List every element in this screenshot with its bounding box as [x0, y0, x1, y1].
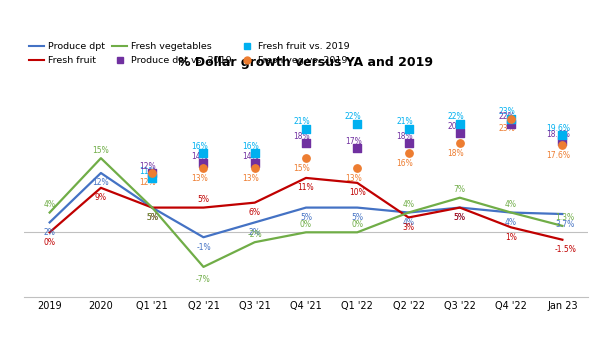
Point — [250, 160, 260, 166]
Point — [352, 146, 362, 151]
Text: 1.3%: 1.3% — [556, 213, 575, 222]
Text: 13%: 13% — [345, 174, 361, 183]
Point — [301, 126, 311, 131]
Text: 2%: 2% — [249, 228, 260, 237]
Text: 22%: 22% — [345, 113, 361, 121]
Text: 4%: 4% — [505, 218, 517, 227]
Point — [404, 141, 413, 146]
Text: 5%: 5% — [146, 213, 158, 222]
Legend: Produce dpt, Fresh fruit, Fresh vegetables, Produce dpt vs. 2019, Fresh fruit vs: Produce dpt, Fresh fruit, Fresh vegetabl… — [29, 42, 350, 65]
Point — [506, 116, 516, 121]
Point — [352, 121, 362, 126]
Point — [557, 133, 567, 138]
Text: 13%: 13% — [191, 174, 208, 183]
Text: 11%: 11% — [140, 167, 157, 176]
Text: 11%: 11% — [298, 183, 314, 192]
Text: 14%: 14% — [242, 152, 259, 161]
Text: 17%: 17% — [345, 137, 361, 146]
Text: 7%: 7% — [454, 185, 466, 194]
Point — [506, 121, 516, 126]
Text: 4%: 4% — [403, 218, 415, 227]
Text: 17.6%: 17.6% — [546, 151, 570, 160]
Text: 3%: 3% — [403, 223, 415, 232]
Text: 9%: 9% — [95, 193, 107, 202]
Point — [148, 170, 157, 176]
Text: 15%: 15% — [92, 146, 109, 155]
Text: 2%: 2% — [44, 228, 56, 237]
Text: 5%: 5% — [454, 213, 466, 222]
Text: 4%: 4% — [403, 200, 415, 209]
Text: 13%: 13% — [242, 174, 259, 183]
Text: -7%: -7% — [196, 275, 211, 284]
Text: 18%: 18% — [448, 149, 464, 158]
Text: -1%: -1% — [196, 243, 211, 252]
Text: 16%: 16% — [242, 142, 259, 151]
Title: % Dollar growth versus YA and 2019: % Dollar growth versus YA and 2019 — [179, 56, 433, 69]
Text: 18%: 18% — [293, 132, 310, 141]
Text: 14%: 14% — [191, 152, 208, 161]
Text: 10%: 10% — [349, 188, 365, 197]
Text: 12%: 12% — [140, 162, 157, 171]
Point — [455, 121, 464, 126]
Text: 5%: 5% — [146, 213, 158, 222]
Text: 15%: 15% — [293, 164, 310, 173]
Text: 12%: 12% — [92, 179, 109, 187]
Text: 3.7%: 3.7% — [556, 219, 575, 228]
Text: 23%: 23% — [499, 108, 515, 117]
Text: 0%: 0% — [44, 238, 56, 247]
Point — [250, 165, 260, 171]
Text: 21%: 21% — [293, 117, 310, 126]
Text: 1%: 1% — [505, 233, 517, 242]
Text: 18.4%: 18.4% — [546, 130, 570, 139]
Text: -2%: -2% — [247, 229, 262, 239]
Text: 5%: 5% — [351, 213, 363, 222]
Point — [506, 116, 516, 121]
Text: 5%: 5% — [300, 213, 312, 222]
Text: 19.6%: 19.6% — [546, 124, 570, 133]
Text: 5%: 5% — [146, 213, 158, 222]
Point — [455, 141, 464, 146]
Point — [557, 143, 567, 148]
Text: 6%: 6% — [249, 208, 261, 217]
Point — [199, 151, 208, 156]
Text: 4%: 4% — [505, 200, 517, 209]
Point — [557, 139, 567, 144]
Text: 5%: 5% — [454, 213, 466, 222]
Text: 22%: 22% — [448, 113, 464, 121]
Text: 5%: 5% — [197, 195, 209, 204]
Text: 23%: 23% — [499, 124, 515, 133]
Point — [455, 131, 464, 136]
Point — [148, 170, 157, 176]
Text: 4%: 4% — [44, 200, 56, 209]
Point — [404, 126, 413, 131]
Point — [301, 155, 311, 161]
Point — [199, 165, 208, 171]
Point — [352, 165, 362, 171]
Point — [199, 160, 208, 166]
Text: 0%: 0% — [300, 220, 312, 229]
Text: 18%: 18% — [396, 132, 413, 141]
Text: 16%: 16% — [191, 142, 208, 151]
Text: 16%: 16% — [396, 159, 413, 168]
Point — [250, 151, 260, 156]
Text: 20%: 20% — [447, 122, 464, 131]
Point — [301, 141, 311, 146]
Point — [404, 151, 413, 156]
Text: 22%: 22% — [499, 113, 515, 121]
Point — [148, 175, 157, 181]
Text: 0%: 0% — [351, 220, 363, 229]
Text: 12%: 12% — [140, 179, 157, 187]
Text: 21%: 21% — [396, 117, 413, 126]
Text: -1.5%: -1.5% — [554, 245, 576, 254]
